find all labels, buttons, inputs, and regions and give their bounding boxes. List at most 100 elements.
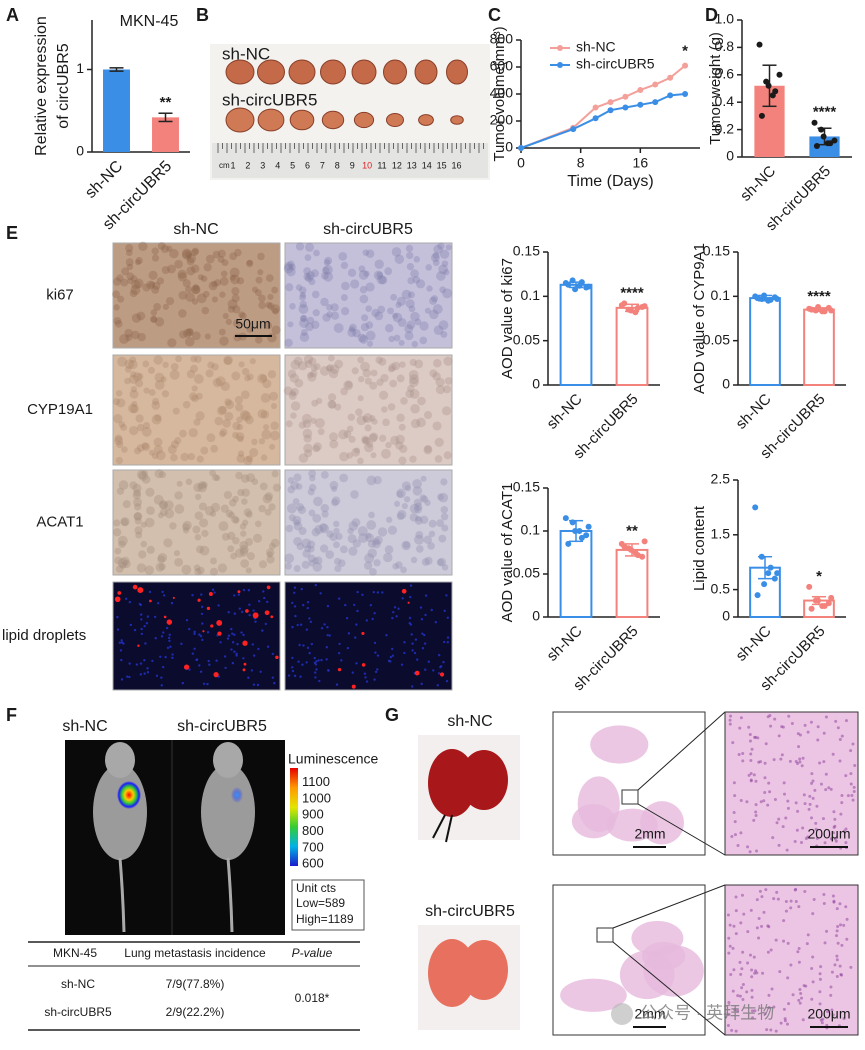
- y-axis-label: AOD value of ACAT1: [499, 483, 516, 623]
- texture: [421, 558, 430, 566]
- texture: [266, 645, 270, 648]
- texture: [193, 418, 201, 426]
- texture: [779, 1021, 783, 1025]
- texture: [133, 512, 142, 521]
- texture: [171, 653, 174, 656]
- data-point: [765, 570, 772, 577]
- tumor: [383, 59, 407, 85]
- texture: [199, 545, 210, 556]
- texture: [352, 603, 356, 607]
- texture: [845, 917, 849, 921]
- texture: [294, 378, 304, 388]
- texture: [233, 633, 236, 636]
- texture: [237, 593, 241, 596]
- texture: [311, 320, 320, 329]
- texture: [358, 533, 368, 544]
- texture: [420, 618, 424, 621]
- texture: [287, 260, 295, 268]
- texture: [435, 377, 445, 387]
- texture: [314, 418, 325, 429]
- texture: [116, 274, 124, 282]
- texture: [290, 412, 297, 419]
- texture: [797, 947, 801, 951]
- texture: [370, 369, 378, 377]
- texture: [796, 950, 800, 954]
- texture: [365, 680, 369, 683]
- lipid-droplet: [264, 610, 270, 616]
- texture: [782, 919, 786, 923]
- y-tick-label: 0.5: [711, 580, 731, 596]
- tumor: [353, 111, 375, 129]
- texture: [159, 501, 168, 510]
- texture: [371, 418, 378, 425]
- texture: [142, 283, 151, 292]
- texture: [118, 421, 126, 428]
- data-point: [774, 295, 781, 302]
- texture: [410, 418, 421, 429]
- texture: [206, 433, 216, 443]
- texture: [145, 622, 149, 625]
- texture: [430, 608, 433, 612]
- texture: [154, 414, 162, 422]
- texture: [329, 364, 340, 374]
- texture: [171, 656, 174, 660]
- texture: [113, 413, 123, 424]
- texture: [409, 358, 417, 367]
- texture: [347, 268, 357, 277]
- texture: [757, 936, 761, 940]
- texture: [326, 530, 334, 538]
- texture: [366, 441, 374, 448]
- colorbar-tick: 900: [302, 807, 324, 822]
- texture: [373, 270, 384, 280]
- texture: [256, 683, 260, 687]
- lipid-droplet: [149, 599, 152, 603]
- texture: [271, 286, 279, 294]
- texture: [351, 367, 359, 375]
- y-tick-label: 0: [726, 148, 734, 164]
- texture: [800, 764, 804, 768]
- texture: [219, 641, 222, 644]
- texture: [835, 958, 839, 962]
- texture: [257, 373, 268, 384]
- texture: [255, 276, 263, 284]
- texture: [147, 366, 156, 374]
- texture: [160, 635, 164, 638]
- texture: [182, 279, 191, 288]
- texture: [730, 1028, 734, 1032]
- texture: [825, 929, 829, 933]
- texture: [403, 651, 406, 655]
- texture: [760, 924, 764, 928]
- texture: [436, 684, 440, 687]
- texture: [330, 311, 340, 320]
- texture: [153, 445, 163, 454]
- table-header: Lung metastasis incidence: [124, 946, 266, 960]
- texture: [305, 661, 308, 664]
- texture: [293, 356, 303, 366]
- texture: [803, 890, 807, 894]
- texture: [306, 540, 316, 549]
- texture: [436, 558, 445, 566]
- row-label: ACAT1: [36, 513, 83, 530]
- texture: [120, 517, 130, 527]
- texture: [787, 1002, 791, 1006]
- texture: [773, 717, 777, 721]
- texture: [343, 380, 354, 391]
- texture: [140, 627, 143, 631]
- texture: [258, 560, 268, 569]
- texture: [239, 544, 249, 554]
- texture: [347, 328, 357, 338]
- data-point: [641, 303, 648, 310]
- data-point: [578, 279, 585, 286]
- tissue: [643, 945, 704, 997]
- texture: [225, 318, 233, 325]
- texture: [202, 290, 210, 298]
- texture: [374, 651, 377, 654]
- texture: [739, 716, 743, 720]
- ruler-number: 6: [305, 160, 310, 170]
- column-header: sh-circUBR5: [323, 221, 413, 238]
- texture: [161, 665, 165, 669]
- y-tick-label: 0.15: [513, 479, 540, 495]
- texture: [427, 660, 431, 663]
- texture: [727, 1013, 731, 1017]
